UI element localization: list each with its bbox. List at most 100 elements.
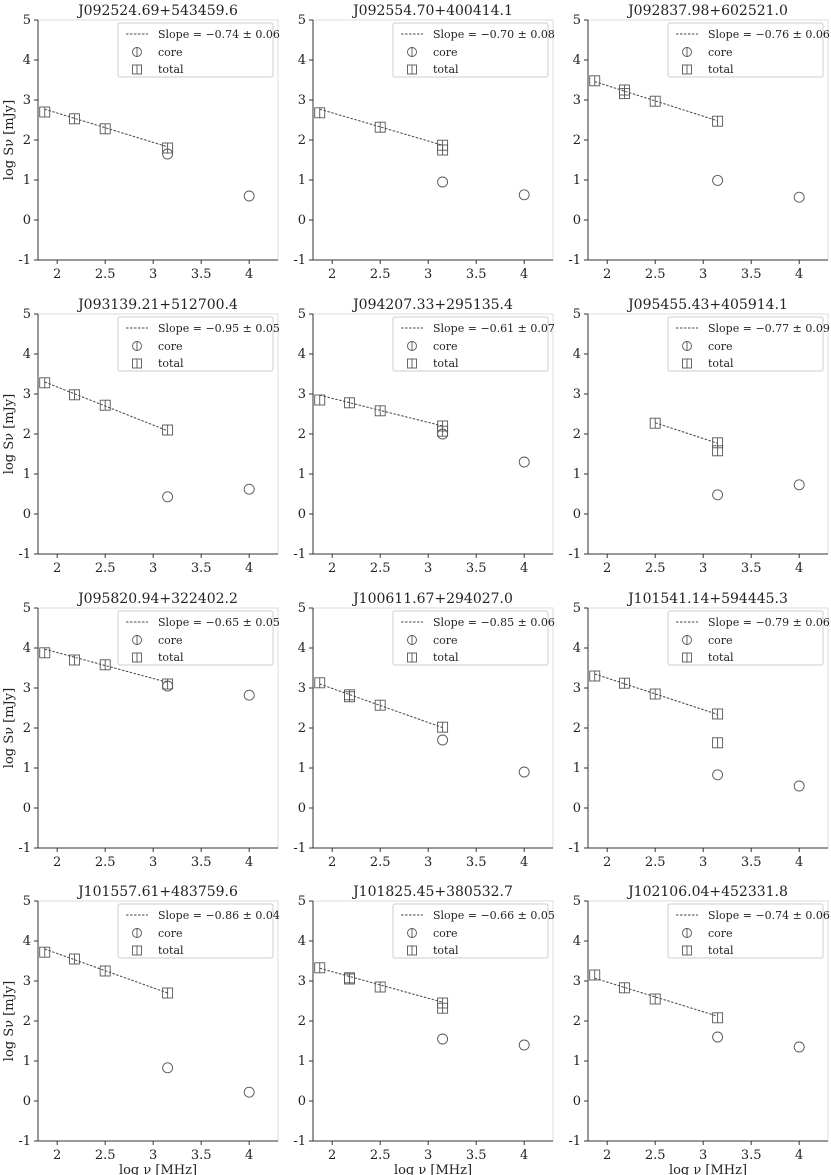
y-tick-label: 0 [23, 801, 31, 816]
legend-total-label: total [708, 944, 734, 957]
legend-total-label: total [158, 651, 184, 664]
y-tick-label: 2 [23, 427, 31, 442]
legend-core-label: core [158, 927, 183, 940]
chart-title: J092554.70+400414.1 [351, 3, 513, 19]
chart-title: J092837.98+602521.0 [626, 3, 788, 19]
fit-line [655, 422, 718, 444]
y-tick-label: -1 [293, 253, 306, 268]
y-tick-label: 4 [573, 934, 581, 949]
y-tick-label: 0 [573, 801, 581, 816]
legend-core-label: core [158, 46, 183, 59]
y-tick-label: 5 [23, 307, 31, 322]
x-tick-label: 3.5 [466, 1148, 487, 1163]
y-tick-label: 0 [298, 1094, 306, 1109]
fit-line [594, 81, 718, 122]
core-point [437, 734, 449, 746]
legend-box [117, 22, 274, 78]
y-tick-label: 5 [298, 307, 306, 322]
core-point [712, 769, 724, 781]
x-axis-label: log ν [MHz] [669, 1163, 747, 1175]
chart-panel: J102106.04+452331.8 -1 0 1 2 3 4 5 2 2.5 3 3.5 4 Slop… [568, 884, 830, 1175]
chart-panel: J095455.43+405914.1 -1 0 1 2 3 4 5 2 2.5 3 3.5 4 Slop… [568, 297, 830, 576]
y-tick-label: 0 [298, 507, 306, 522]
x-tick-label: 2.5 [370, 267, 391, 282]
x-tick-label: 2.5 [370, 1148, 391, 1163]
y-tick-label: 0 [573, 213, 581, 228]
x-tick-label: 2.5 [95, 1148, 116, 1163]
legend-core-label: core [708, 927, 733, 940]
y-tick-label: 2 [23, 133, 31, 148]
legend-slope: Slope = −0.79 ± 0.06 [708, 616, 830, 629]
x-tick-label: 4 [795, 267, 803, 282]
x-tick-label: 3 [149, 267, 157, 282]
y-tick-label: 1 [23, 761, 31, 776]
core-point [518, 1039, 530, 1051]
legend-core-label: core [708, 340, 733, 353]
legend-box [392, 22, 549, 78]
fit-line [44, 108, 168, 148]
legend-box [117, 903, 274, 959]
x-tick-label: 3 [424, 855, 432, 870]
x-axis-label: log ν [MHz] [394, 1163, 472, 1175]
legend-core-label: core [433, 634, 458, 647]
x-tick-label: 2.5 [370, 855, 391, 870]
legend-core-label: core [708, 634, 733, 647]
legend-total-label: total [708, 63, 734, 76]
legend-slope: Slope = −0.70 ± 0.08 [433, 28, 555, 41]
legend-box [392, 903, 549, 959]
x-tick-label: 3 [424, 1148, 432, 1163]
y-tick-label: -1 [293, 547, 306, 562]
x-tick-label: 4 [520, 267, 528, 282]
legend-slope: Slope = −0.65 ± 0.05 [158, 616, 280, 629]
y-tick-label: 5 [298, 894, 306, 909]
fit-line [44, 648, 168, 683]
chart-title: J095820.94+322402.2 [76, 591, 238, 607]
y-tick-label: 4 [298, 347, 306, 362]
fit-line [319, 967, 443, 1003]
y-tick-label: 2 [23, 1014, 31, 1029]
legend-slope: Slope = −0.66 ± 0.05 [433, 909, 555, 922]
chart-title: J093139.21+512700.4 [76, 297, 238, 313]
legend-box [117, 316, 274, 372]
y-tick-label: 2 [23, 721, 31, 736]
legend-box [667, 22, 824, 78]
x-tick-label: 3.5 [466, 267, 487, 282]
y-tick-label: 3 [23, 974, 31, 989]
legend-core-label: core [433, 46, 458, 59]
core-point [243, 190, 255, 202]
y-tick-label: 0 [298, 213, 306, 228]
core-point [793, 479, 805, 491]
legend-total-label: total [433, 357, 459, 370]
x-tick-label: 2 [53, 1148, 61, 1163]
legend-box [667, 610, 824, 666]
legend-slope: Slope = −0.85 ± 0.06 [433, 616, 555, 629]
core-point [437, 176, 449, 188]
chart-title: J095455.43+405914.1 [626, 297, 788, 313]
y-tick-label: 1 [23, 467, 31, 482]
x-tick-label: 4 [520, 561, 528, 576]
x-tick-label: 4 [245, 855, 253, 870]
x-tick-label: 3.5 [741, 267, 762, 282]
core-point [162, 680, 174, 692]
y-tick-label: 1 [573, 1054, 581, 1069]
y-tick-label: 1 [573, 467, 581, 482]
x-tick-label: 3 [424, 267, 432, 282]
legend-box [392, 610, 549, 666]
y-tick-label: 1 [298, 1054, 306, 1069]
y-tick-label: 0 [573, 1094, 581, 1109]
chart-title: J101825.45+380532.7 [351, 884, 513, 900]
legend-core-label: core [708, 46, 733, 59]
y-tick-label: 4 [23, 641, 31, 656]
y-tick-label: 4 [23, 934, 31, 949]
legend-total-label: total [433, 944, 459, 957]
x-tick-label: 2.5 [645, 561, 666, 576]
y-tick-label: 3 [23, 387, 31, 402]
y-tick-label: 1 [298, 467, 306, 482]
y-tick-label: 1 [573, 173, 581, 188]
y-tick-label: 4 [298, 53, 306, 68]
y-tick-label: 2 [298, 427, 306, 442]
y-tick-label: 3 [298, 681, 306, 696]
x-tick-label: 2 [328, 855, 336, 870]
legend-slope: Slope = −0.76 ± 0.06 [708, 28, 830, 41]
y-axis-label: log Sν [mJy] [2, 981, 17, 1061]
